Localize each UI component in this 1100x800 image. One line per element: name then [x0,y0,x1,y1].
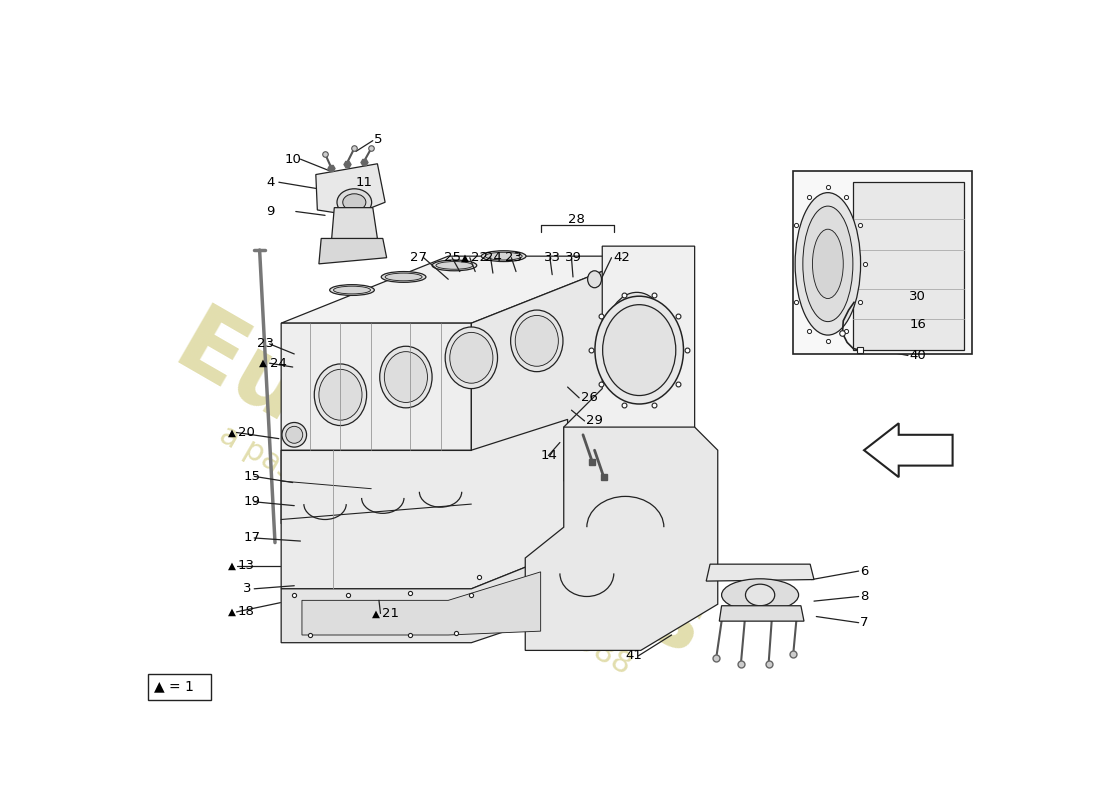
Text: 42: 42 [613,251,630,264]
Ellipse shape [803,206,852,322]
Polygon shape [319,238,387,264]
Ellipse shape [286,426,302,443]
Polygon shape [282,419,568,589]
Text: 41: 41 [625,650,642,662]
Ellipse shape [595,296,683,404]
Ellipse shape [606,292,668,377]
Ellipse shape [746,584,774,606]
Text: ▲: ▲ [228,561,235,570]
Text: 26: 26 [581,391,597,404]
Ellipse shape [330,285,374,295]
Ellipse shape [450,332,493,383]
Text: 21: 21 [382,607,399,620]
Text: ▲: ▲ [260,358,267,368]
Text: 33: 33 [543,251,561,264]
Ellipse shape [382,271,426,282]
Polygon shape [852,182,964,350]
Text: 23: 23 [505,251,522,264]
Text: 11: 11 [356,176,373,189]
Text: ▲: ▲ [228,427,235,438]
Text: 4: 4 [266,176,275,189]
Text: ▲: ▲ [461,253,469,262]
Ellipse shape [482,250,526,262]
Ellipse shape [722,578,799,611]
Text: ▲: ▲ [372,609,379,618]
Polygon shape [719,606,804,621]
Text: 14: 14 [541,449,558,462]
Text: ▲: ▲ [228,607,235,617]
Text: 40: 40 [910,349,926,362]
Polygon shape [282,256,640,323]
Ellipse shape [319,370,362,420]
Text: 29: 29 [586,414,603,427]
Ellipse shape [337,189,372,216]
Text: 15: 15 [243,470,261,483]
Text: a passion for parts, since 1988: a passion for parts, since 1988 [214,420,636,681]
Polygon shape [282,323,472,550]
FancyBboxPatch shape [147,674,211,700]
Polygon shape [331,208,377,244]
Polygon shape [865,423,953,477]
Text: Eurospares: Eurospares [158,299,723,678]
Ellipse shape [343,194,366,210]
Polygon shape [706,564,814,581]
Text: 17: 17 [243,531,261,545]
Ellipse shape [603,305,675,395]
Ellipse shape [432,260,476,270]
Text: 5: 5 [374,134,383,146]
Ellipse shape [813,230,844,298]
Ellipse shape [446,327,497,389]
Text: 9: 9 [266,205,275,218]
Text: 30: 30 [910,290,926,302]
Polygon shape [472,256,640,550]
Ellipse shape [315,364,366,426]
Text: 6: 6 [860,565,869,578]
Ellipse shape [587,270,602,288]
Text: 22: 22 [472,251,488,264]
Ellipse shape [436,262,473,270]
Ellipse shape [384,352,428,402]
Ellipse shape [485,252,522,260]
Polygon shape [282,550,568,642]
Text: 24: 24 [270,357,286,370]
Ellipse shape [510,310,563,372]
Ellipse shape [333,286,371,294]
Text: 10: 10 [285,153,301,166]
Polygon shape [301,572,541,635]
Ellipse shape [515,315,559,366]
Text: 8: 8 [860,590,869,603]
Text: 7: 7 [860,616,869,629]
Ellipse shape [379,346,432,408]
Ellipse shape [613,301,661,369]
Ellipse shape [282,422,307,447]
Ellipse shape [385,273,422,281]
Text: 3: 3 [243,582,252,595]
Polygon shape [316,164,385,215]
Text: 18: 18 [238,606,255,618]
Text: 27: 27 [409,251,427,264]
Text: 24: 24 [485,251,502,264]
Text: 19: 19 [243,495,261,508]
Text: 16: 16 [910,318,926,331]
Ellipse shape [795,193,860,335]
Text: 25: 25 [443,251,461,264]
Polygon shape [563,246,695,481]
Text: 20: 20 [238,426,255,439]
Polygon shape [526,427,717,650]
Text: 13: 13 [238,559,255,572]
Text: 39: 39 [565,251,582,264]
Text: 23: 23 [257,338,274,350]
FancyBboxPatch shape [793,170,972,354]
Text: 28: 28 [569,213,585,226]
Text: ▲ = 1: ▲ = 1 [154,679,194,694]
